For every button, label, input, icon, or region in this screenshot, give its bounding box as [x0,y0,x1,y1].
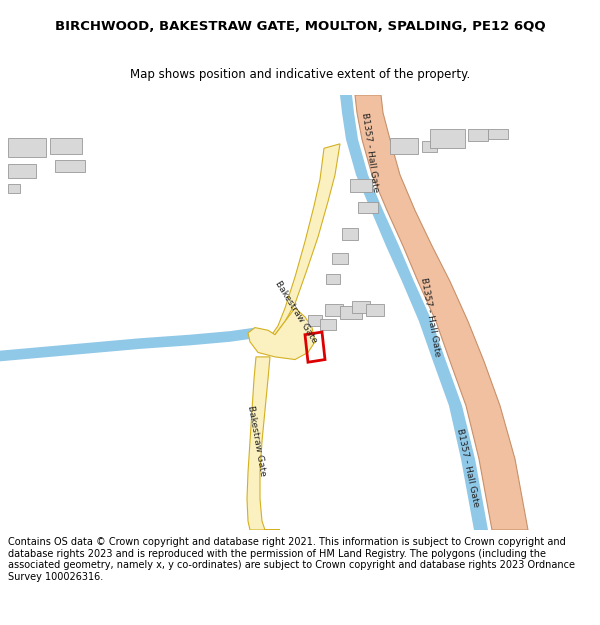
Polygon shape [270,144,340,338]
Bar [422,141,437,152]
Polygon shape [247,357,280,530]
Bar [350,179,372,192]
Text: Map shows position and indicative extent of the property.: Map shows position and indicative extent… [130,68,470,81]
Text: Contains OS data © Crown copyright and database right 2021. This information is : Contains OS data © Crown copyright and d… [8,537,575,582]
Text: B1357 - Hall Gate: B1357 - Hall Gate [360,112,380,193]
Bar [55,160,85,172]
Polygon shape [248,308,315,359]
Polygon shape [355,95,528,530]
Text: BIRCHWOOD, BAKESTRAW GATE, MOULTON, SPALDING, PE12 6QQ: BIRCHWOOD, BAKESTRAW GATE, MOULTON, SPAL… [55,20,545,33]
Bar [8,138,46,157]
Polygon shape [340,95,488,530]
Text: Bakestraw Gate: Bakestraw Gate [247,405,268,478]
Bar [320,319,336,330]
Bar [430,129,465,148]
Bar [340,306,362,319]
Polygon shape [0,328,255,361]
Bar [468,129,488,141]
Bar [308,315,322,326]
Text: B1357 - Hall Gate: B1357 - Hall Gate [455,428,481,508]
Bar [326,274,340,284]
Text: B1357 - Hall Gate: B1357 - Hall Gate [419,277,442,358]
Bar [366,304,384,316]
Bar [325,304,343,316]
Bar [332,253,348,264]
Bar [488,129,508,139]
Bar [358,201,378,213]
Bar [50,138,82,154]
Bar [342,228,358,240]
Bar [390,138,418,154]
Bar [8,184,20,192]
Text: Bakestraw Gate: Bakestraw Gate [273,280,319,345]
Bar [8,164,36,177]
Bar [352,301,370,313]
